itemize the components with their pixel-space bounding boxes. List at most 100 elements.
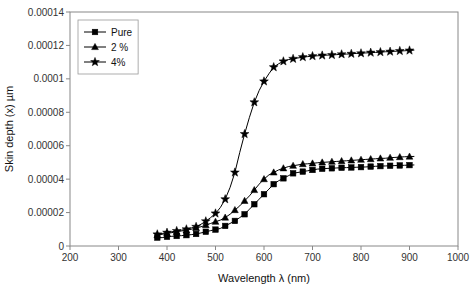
point-marker — [357, 49, 366, 57]
point-marker — [310, 167, 316, 173]
point-marker — [172, 226, 181, 234]
point-marker — [280, 165, 287, 171]
point-marker — [270, 169, 277, 175]
x-tick — [409, 246, 410, 250]
y-tick — [66, 12, 70, 13]
point-marker — [358, 156, 365, 162]
legend-swatch-marker — [92, 43, 99, 49]
y-tick — [66, 112, 70, 113]
point-marker — [376, 48, 385, 56]
y-tick — [66, 145, 70, 146]
point-marker — [300, 169, 306, 175]
y-tick-label: 0.00004 — [28, 174, 65, 185]
legend: Pure2 %4% — [78, 20, 138, 74]
y-tick-label: 0.00014 — [28, 7, 65, 18]
x-tick — [361, 246, 362, 250]
point-marker — [242, 211, 248, 217]
x-tick-label: 700 — [304, 252, 321, 263]
page: {"chart_data": {"type": "line", "xlabel"… — [0, 0, 474, 290]
x-tick — [458, 246, 459, 250]
series-line — [157, 50, 414, 234]
point-marker — [397, 163, 403, 169]
x-axis-title: Wavelength λ (nm) — [218, 272, 310, 284]
point-marker — [193, 231, 199, 237]
point-marker — [290, 170, 296, 176]
point-marker — [367, 155, 374, 161]
point-marker — [269, 63, 278, 71]
point-marker — [329, 158, 336, 164]
x-tick — [70, 246, 71, 250]
point-marker — [221, 195, 230, 203]
point-marker — [299, 161, 306, 167]
y-tick-label: 0.00008 — [28, 107, 65, 118]
point-marker — [348, 157, 355, 163]
x-tick-label: 300 — [110, 252, 127, 263]
point-marker — [395, 46, 404, 54]
point-marker — [163, 228, 172, 236]
point-marker — [298, 53, 307, 61]
series-line — [157, 156, 414, 235]
point-marker — [387, 154, 394, 160]
y-tick-label: 0.00002 — [28, 207, 65, 218]
point-marker — [309, 160, 316, 166]
legend-swatch-marker — [91, 57, 100, 65]
plot-frame — [70, 12, 458, 246]
x-tick-label: 800 — [353, 252, 370, 263]
legend-label: Pure — [111, 27, 133, 38]
x-tick — [312, 246, 313, 250]
point-marker — [396, 153, 403, 159]
point-marker — [232, 218, 238, 224]
x-tick — [215, 246, 216, 250]
point-marker — [358, 164, 364, 170]
point-marker — [201, 217, 210, 225]
legend-box — [78, 20, 138, 74]
point-marker — [349, 165, 355, 171]
point-marker — [182, 225, 191, 233]
point-marker — [222, 214, 229, 220]
point-marker — [366, 48, 375, 56]
point-marker — [368, 164, 374, 170]
series-line — [157, 165, 414, 238]
point-marker — [271, 181, 277, 187]
point-marker — [232, 206, 239, 212]
point-marker — [405, 46, 414, 54]
y-tick-label: 0 — [58, 241, 64, 252]
y-tick-label: 0.0001 — [33, 73, 64, 84]
point-marker — [203, 229, 209, 235]
x-tick — [264, 246, 265, 250]
point-marker — [261, 191, 267, 197]
point-marker — [251, 186, 258, 192]
point-marker — [211, 209, 220, 217]
point-marker — [339, 165, 345, 171]
y-tick-label: 0.00006 — [28, 140, 65, 151]
y-tick — [66, 246, 70, 247]
point-marker — [386, 47, 395, 55]
legend-swatch-marker — [92, 29, 98, 35]
point-marker — [231, 168, 240, 176]
point-marker — [281, 176, 287, 182]
point-marker — [407, 162, 413, 168]
x-tick-label: 900 — [401, 252, 418, 263]
x-tick-label: 500 — [207, 252, 224, 263]
point-marker — [241, 197, 248, 203]
y-tick — [66, 179, 70, 180]
point-marker — [212, 218, 219, 224]
point-marker — [319, 159, 326, 165]
x-tick-label: 1000 — [447, 252, 470, 263]
point-marker — [338, 157, 345, 163]
y-tick — [66, 78, 70, 79]
point-marker — [240, 129, 249, 137]
point-marker — [308, 52, 317, 60]
y-tick — [66, 212, 70, 213]
point-marker — [406, 153, 413, 159]
point-marker — [290, 162, 297, 168]
point-marker — [318, 51, 327, 59]
point-marker — [153, 230, 162, 238]
point-marker — [328, 50, 337, 58]
point-marker — [260, 77, 269, 85]
legend-label: 2 % — [111, 42, 128, 53]
point-marker — [347, 49, 356, 57]
point-marker — [329, 165, 335, 171]
point-marker — [319, 166, 325, 172]
point-marker — [250, 98, 259, 106]
